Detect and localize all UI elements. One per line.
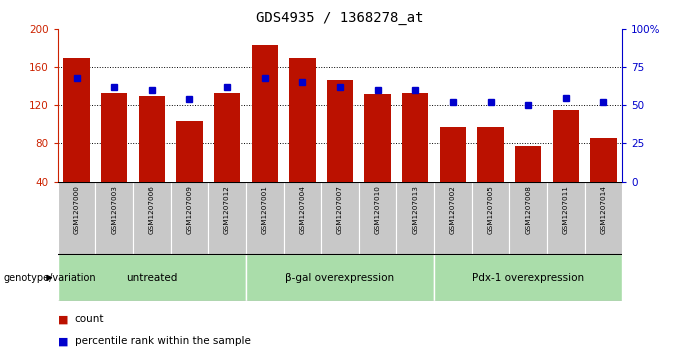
Text: GSM1207012: GSM1207012 [224,185,230,234]
Bar [359,182,396,254]
Bar [547,182,585,254]
Text: GSM1207011: GSM1207011 [563,185,568,234]
Bar [477,127,504,182]
Bar [434,254,622,301]
Text: GSM1207001: GSM1207001 [262,185,268,234]
Bar [590,138,617,182]
Text: GSM1207002: GSM1207002 [450,185,456,234]
Bar [246,254,434,301]
Bar [553,110,579,182]
Bar [208,182,246,254]
Bar [289,58,316,182]
Bar [440,127,466,182]
Bar [58,254,246,301]
Text: ■: ■ [58,336,68,346]
Text: GSM1207003: GSM1207003 [112,185,117,234]
Text: genotype/variation: genotype/variation [3,273,96,283]
Bar [246,182,284,254]
Bar [101,93,127,182]
Text: GSM1207000: GSM1207000 [73,185,80,234]
Bar [327,81,353,182]
Bar [585,182,622,254]
Text: β-gal overexpression: β-gal overexpression [286,273,394,283]
Bar [515,146,541,182]
Bar [509,182,547,254]
Text: GSM1207010: GSM1207010 [375,185,381,234]
Bar [171,182,208,254]
Text: percentile rank within the sample: percentile rank within the sample [75,336,251,346]
Bar [58,182,95,254]
Bar [252,45,278,182]
Bar [434,182,472,254]
Text: GSM1207009: GSM1207009 [186,185,192,234]
Text: GSM1207004: GSM1207004 [299,185,305,234]
Bar [396,182,434,254]
Bar [364,94,391,182]
Text: Pdx-1 overexpression: Pdx-1 overexpression [472,273,584,283]
Bar [214,93,240,182]
Bar [139,96,165,182]
Text: ■: ■ [58,314,68,325]
Text: GSM1207008: GSM1207008 [525,185,531,234]
Bar [321,182,359,254]
Bar [95,182,133,254]
Bar [133,182,171,254]
Bar [402,93,428,182]
Text: GDS4935 / 1368278_at: GDS4935 / 1368278_at [256,11,424,25]
Text: GSM1207007: GSM1207007 [337,185,343,234]
Text: GSM1207014: GSM1207014 [600,185,607,234]
Text: count: count [75,314,104,325]
Text: untreated: untreated [126,273,177,283]
Bar [284,182,321,254]
Bar [176,121,203,182]
Bar [63,58,90,182]
Text: GSM1207013: GSM1207013 [412,185,418,234]
Text: GSM1207006: GSM1207006 [149,185,155,234]
Text: GSM1207005: GSM1207005 [488,185,494,234]
Bar [472,182,509,254]
